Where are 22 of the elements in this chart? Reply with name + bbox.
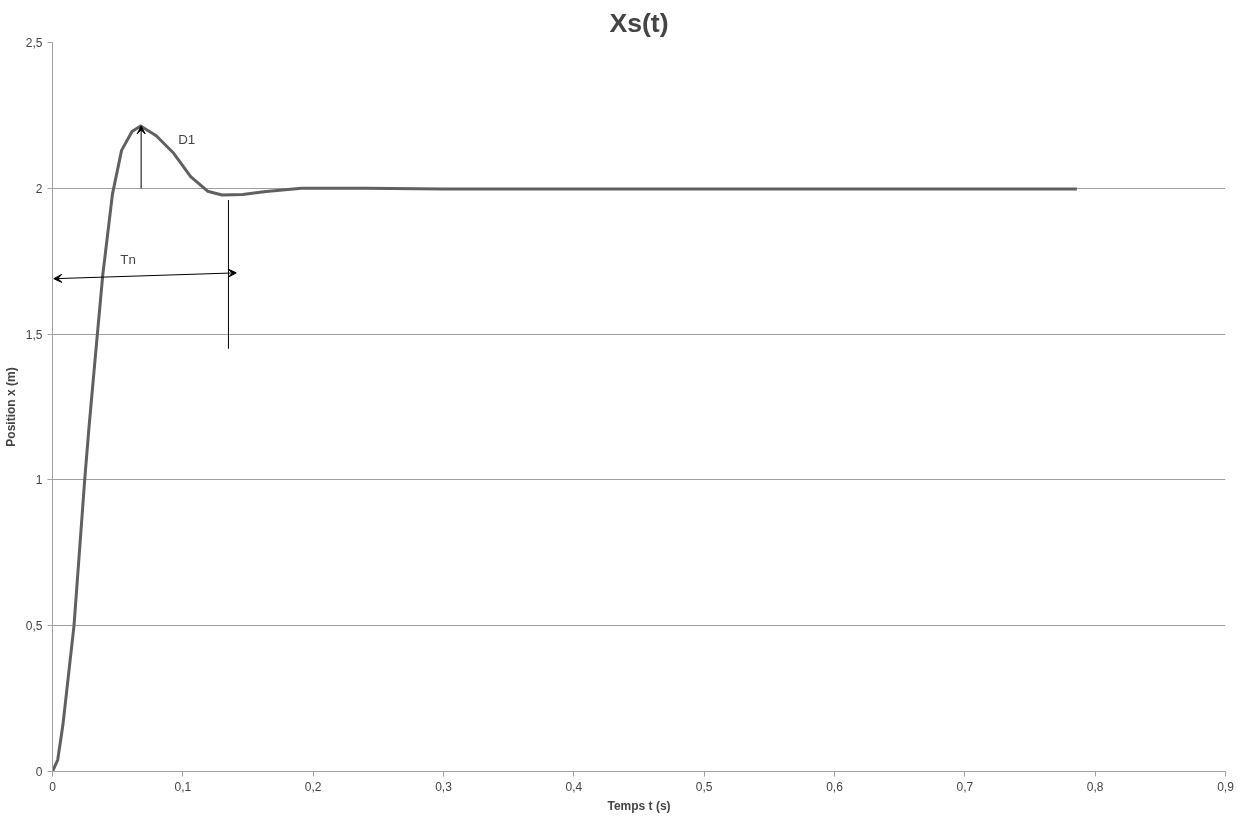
x-tick-label: 0,2 [304,779,322,794]
x-tick-label: 0 [49,779,57,794]
annotation: D1 [178,132,196,148]
x-tick-label: 0,1 [174,779,192,794]
y-tick-label: 2,5 [25,36,43,50]
y-tick-label: 1,5 [25,327,43,342]
x-tick-label: 0,8 [1086,779,1104,794]
line-series [52,124,1079,772]
chart-title: Xs(t) [609,7,669,38]
y-tick-label: 0,5 [25,619,43,634]
y-tick-label: 1 [35,473,43,488]
x-tick-label: 0,6 [826,779,844,794]
y-tick-label: 0 [35,765,43,779]
x-tick-label: 0,3 [435,779,453,794]
annotation: Tn [120,252,136,268]
x-tick-label: 0,7 [956,779,974,794]
x-tick-label: 0,4 [565,779,583,794]
x-tick-label: 0,5 [695,779,713,794]
x-axis-title: Temps t (s) [607,798,671,813]
x-tick-label: 0,9 [1217,779,1235,794]
y-axis-title: Position x (m) [3,367,18,447]
y-tick-label: 2 [35,181,43,196]
